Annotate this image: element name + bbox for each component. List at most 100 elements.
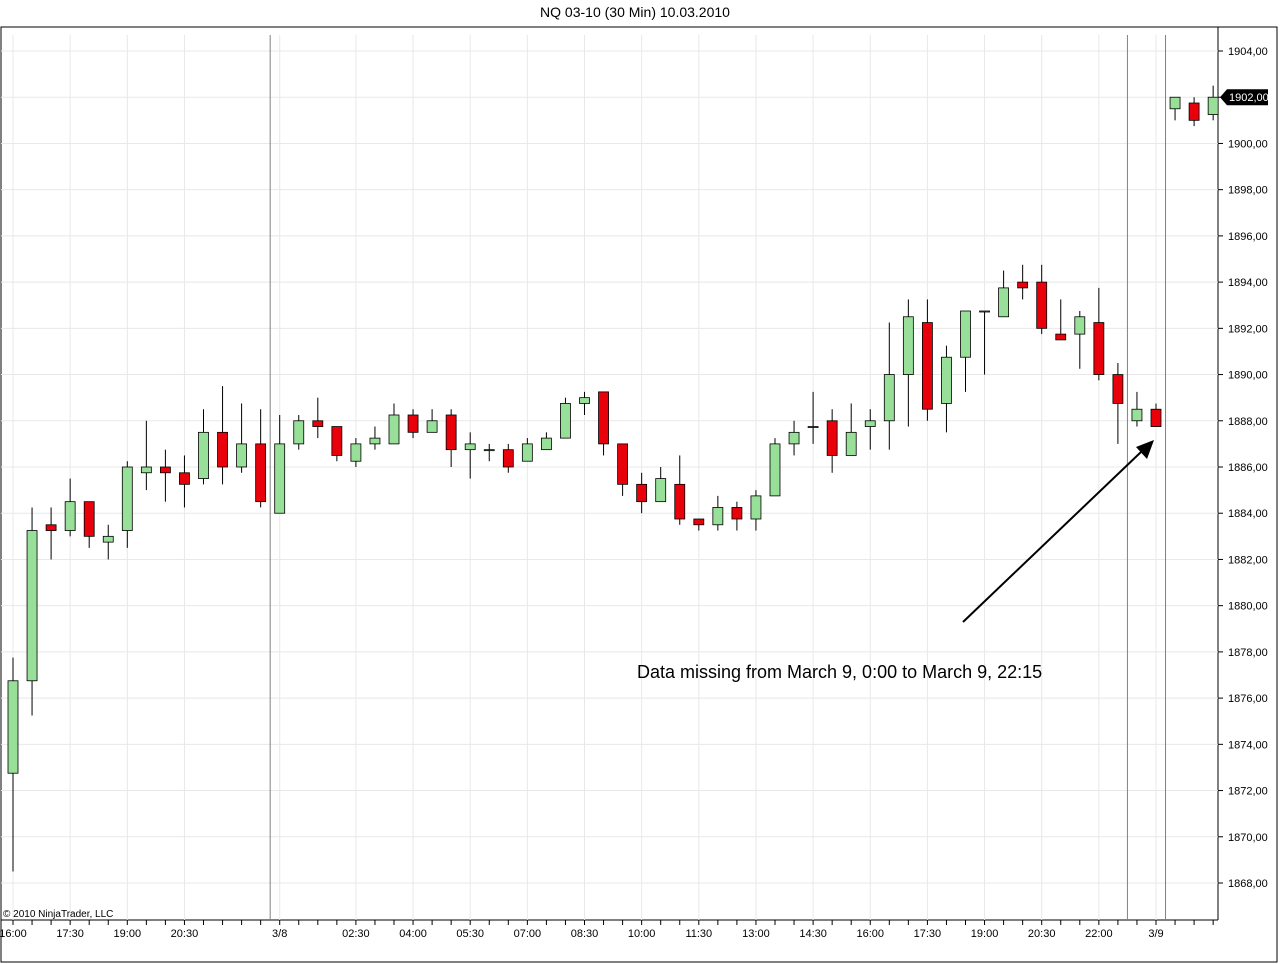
candle-body-up <box>998 287 1009 318</box>
candle-body-down <box>1150 408 1162 427</box>
x-axis: 16:00 17:30 19:00 20:30 3/8 02:30 04:00 05:30 07… <box>0 920 1214 940</box>
candle <box>331 426 343 462</box>
x-tick-label: 22:00 <box>1085 928 1113 940</box>
candle-body-down <box>922 322 933 410</box>
candle <box>674 455 686 525</box>
candle-body-down <box>1093 322 1105 375</box>
candle-body-up <box>979 310 990 313</box>
candle-body-up <box>712 507 724 526</box>
x-tick-label: 04:00 <box>399 928 427 940</box>
candle-body-down <box>1112 374 1124 404</box>
candle <box>388 403 400 445</box>
y-tick-label: 1868,00 <box>1228 878 1268 890</box>
candle <box>1074 311 1086 369</box>
candle-body-down <box>45 524 57 531</box>
candle <box>45 507 57 560</box>
candle-body-down <box>636 483 648 503</box>
candle <box>102 524 114 560</box>
candle-body-down <box>83 501 95 537</box>
candle <box>1150 403 1162 427</box>
candle <box>1207 85 1219 121</box>
y-tick-label: 1882,00 <box>1228 554 1268 566</box>
candle-body-up <box>121 466 133 531</box>
candle-body-up <box>26 530 38 682</box>
candle-body-down <box>331 426 343 456</box>
candle <box>826 409 838 473</box>
candle-body-up <box>64 501 76 531</box>
y-tick-label: 1880,00 <box>1228 601 1268 613</box>
candle-body-up <box>1074 316 1086 335</box>
candle <box>312 397 324 439</box>
candle-body-up <box>350 443 362 462</box>
candle-body-up <box>864 420 876 427</box>
x-tick-label: 3/8 <box>272 928 287 940</box>
candle-body-up <box>750 495 762 520</box>
candle <box>560 397 571 439</box>
candle <box>483 443 495 462</box>
candle <box>922 299 933 421</box>
annotation-text: Data missing from March 9, 0:00 to March… <box>637 662 1042 682</box>
x-tick-label: 3/9 <box>1148 928 1163 940</box>
candle <box>26 507 38 716</box>
candle-body-up <box>541 437 552 451</box>
x-tick-label: 13:00 <box>742 928 770 940</box>
candle <box>179 455 190 508</box>
candle <box>1093 287 1105 381</box>
candle <box>864 409 876 450</box>
candle-body-up <box>560 403 571 439</box>
y-tick-label: 1888,00 <box>1228 416 1268 428</box>
candle-body-up <box>1207 96 1219 115</box>
candle <box>7 657 19 872</box>
candle <box>140 420 152 491</box>
candle <box>1055 299 1067 341</box>
candle <box>1017 264 1029 300</box>
candle-body-up <box>521 443 533 462</box>
candle <box>1112 363 1124 444</box>
candle-body-up <box>369 437 381 445</box>
x-tick-label: 17:30 <box>56 928 84 940</box>
y-tick-label: 1890,00 <box>1228 370 1268 382</box>
candle-body-down <box>312 420 324 427</box>
y-tick-label: 1876,00 <box>1228 693 1268 705</box>
candle <box>769 438 781 497</box>
candle-body-up <box>769 443 781 497</box>
candle-body-down <box>598 391 609 445</box>
last-price-label: 1902,00 <box>1229 92 1269 104</box>
candle-body-down <box>693 518 705 526</box>
x-tick-label: 10:00 <box>628 928 656 940</box>
y-tick-label: 1894,00 <box>1228 277 1268 289</box>
candle <box>807 391 819 444</box>
x-tick-label: 20:30 <box>171 928 199 940</box>
candle-body-down <box>1036 281 1048 329</box>
candle <box>274 415 286 514</box>
candle <box>902 299 914 427</box>
y-tick-label: 1878,00 <box>1228 647 1268 659</box>
candle-body-up <box>1131 408 1143 422</box>
candle <box>83 501 95 548</box>
candle-body-up <box>7 680 19 774</box>
candle-body-down <box>826 420 838 456</box>
candle-body-up <box>464 443 476 451</box>
gridlines <box>1 35 1218 920</box>
candle <box>731 501 743 531</box>
candle <box>1036 264 1048 335</box>
candle-body-up <box>426 420 438 433</box>
x-tick-label: 08:30 <box>571 928 599 940</box>
candle-body-up <box>807 426 819 428</box>
candle-body-down <box>179 472 190 485</box>
x-tick-label: 11:30 <box>685 928 712 940</box>
candle-body-up <box>198 431 209 479</box>
x-tick-label: 05:30 <box>456 928 484 940</box>
candle <box>407 409 419 439</box>
candle-body-up <box>902 316 914 375</box>
candle-body-down <box>731 507 743 520</box>
candle <box>598 391 609 456</box>
candle <box>712 495 724 531</box>
candle-body-down <box>255 443 267 503</box>
last-price-marker: 1902,00 <box>1220 89 1269 106</box>
candle <box>788 420 800 456</box>
candle-body-down <box>1188 102 1200 121</box>
candle <box>502 443 514 473</box>
candle-body-down <box>159 466 171 474</box>
